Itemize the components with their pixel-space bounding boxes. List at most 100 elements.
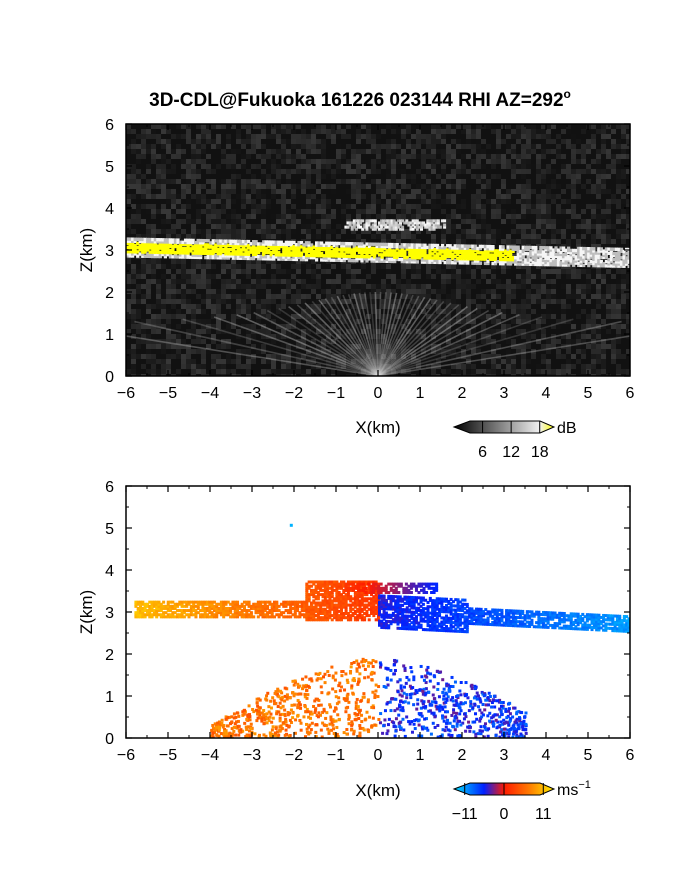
noise-cell [511,374,516,376]
layer-cell [441,243,445,248]
noise-cell [281,129,286,134]
noise-cell [326,284,331,289]
noise-cell [291,189,296,194]
layer-cell [539,260,543,265]
noise-cell [286,244,291,249]
layer-cell [186,247,190,251]
layer-cell [322,254,326,258]
noise-cell [476,309,481,314]
noise-cell [541,269,546,274]
noise-cell [551,149,556,154]
layer-cell [619,260,624,264]
noise-cell [331,289,336,294]
noise-cell [206,209,211,214]
layer-cell [158,246,162,250]
noise-cell [466,314,471,319]
layer-cell [297,253,301,257]
noise-cell [556,139,561,144]
noise-cell [446,229,451,234]
upper-echo-cell [388,223,392,227]
noise-cell [461,129,466,134]
layer-cell [516,251,520,256]
layer-cell [408,243,412,247]
noise-cell [366,134,371,139]
noise-cell [546,269,551,274]
noise-cell [531,284,536,289]
noise-cell [306,359,311,364]
noise-cell [306,374,311,376]
noise-cell [346,214,351,219]
noise-cell [211,324,216,329]
layer-cell [466,248,470,253]
noise-cell [476,209,481,214]
fan-beam [377,311,503,376]
layer-cell [466,252,470,257]
layer-cell [206,239,210,243]
layer-cell [264,254,268,259]
noise-cell [241,364,246,369]
noise-cell [586,364,591,369]
layer-cell [556,258,561,263]
layer-cell [597,264,601,268]
layer-cell [509,251,513,256]
noise-cell [526,314,531,319]
noise-cell [411,214,416,219]
layer-cell [546,258,551,263]
noise-cell [566,169,571,174]
layer-cell [410,255,414,260]
layer-cell [264,248,268,253]
noise-cell [316,279,321,284]
noise-cell [331,264,336,269]
layer-cell [448,248,452,252]
noise-cell [406,329,411,334]
noise-cell [176,344,181,349]
noise-cell [261,144,266,149]
layer-cell [171,240,175,244]
noise-cell [571,274,576,279]
noise-cell [576,149,581,154]
noise-cell [411,299,416,304]
layer-cell [315,241,319,245]
layer-cell [388,259,392,264]
noise-cell [406,209,411,214]
layer-cell [561,252,566,257]
noise-cell [176,194,181,199]
noise-cell [451,274,456,279]
layer-cell [372,257,377,261]
layer-cell [534,252,538,256]
noise-cell [176,209,181,214]
fan-beam [377,291,382,376]
layer-cell [468,244,472,248]
noise-cell [436,314,441,319]
layer-cell [226,247,230,252]
layer-cell [259,254,263,259]
noise-cell [316,229,321,234]
noise-cell [616,314,621,319]
layer-cell [241,254,246,258]
layer-cell [385,249,389,253]
layer-cell [468,255,472,259]
layer-cell [347,246,351,250]
layer-cell [559,250,563,255]
noise-cell [521,174,526,179]
upper-echo-cell [405,219,409,223]
noise-cell [211,169,216,174]
layer-cell [332,250,336,254]
layer-cell [546,246,551,250]
layer-cell [577,250,581,255]
noise-cell [361,294,366,299]
noise-cell [301,229,306,234]
noise-cell [246,329,251,334]
noise-cell [551,289,556,294]
noise-cell [606,234,611,239]
noise-cell [266,269,271,274]
noise-cell [161,189,166,194]
noise-cell [306,354,311,359]
noise-cell [371,299,376,304]
noise-cell [496,264,501,269]
layer-cell [501,257,505,262]
noise-cell [396,359,401,364]
upper-echo-cell [415,227,419,231]
layer-cell [521,254,525,258]
layer-cell [219,247,223,252]
